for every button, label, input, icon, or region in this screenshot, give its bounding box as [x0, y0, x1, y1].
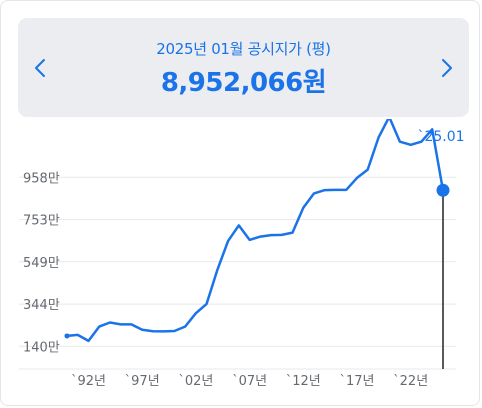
chevron-right-icon — [442, 59, 452, 77]
previous-button[interactable] — [22, 48, 58, 88]
period-header: 2025년 01월 공시지가 (평) 8,952,066원 — [18, 18, 469, 117]
y-tick-label: 549만 — [23, 256, 60, 271]
y-tick-label: 958만 — [23, 171, 60, 186]
next-button[interactable] — [429, 48, 465, 88]
price-series-line — [65, 119, 445, 343]
x-tick-label: `02년 — [178, 374, 213, 389]
x-tick-label: `17년 — [339, 374, 374, 389]
highlight-point — [436, 183, 450, 197]
chevron-left-icon — [35, 59, 45, 77]
x-tick-label: `12년 — [286, 374, 321, 389]
series-start-point — [64, 333, 70, 339]
y-tick-label: 344만 — [23, 298, 60, 313]
price-value: 8,952,066원 — [160, 68, 327, 98]
period-title: 2025년 01월 공시지가 (평) — [156, 40, 331, 58]
x-tick-label: `97년 — [125, 374, 160, 389]
x-tick-label: `07년 — [232, 374, 267, 389]
y-tick-label: 753만 — [23, 214, 60, 229]
x-tick-label: `22년 — [393, 374, 428, 389]
x-tick-label: `92년 — [71, 374, 106, 389]
price-line-chart[interactable]: 140만 344만 549만 753만 958만 `92년 `97년 `02년 `07년 `12년… — [1, 119, 481, 407]
y-tick-label: 140만 — [23, 340, 60, 355]
highlight-label: `25.01 — [417, 129, 464, 145]
